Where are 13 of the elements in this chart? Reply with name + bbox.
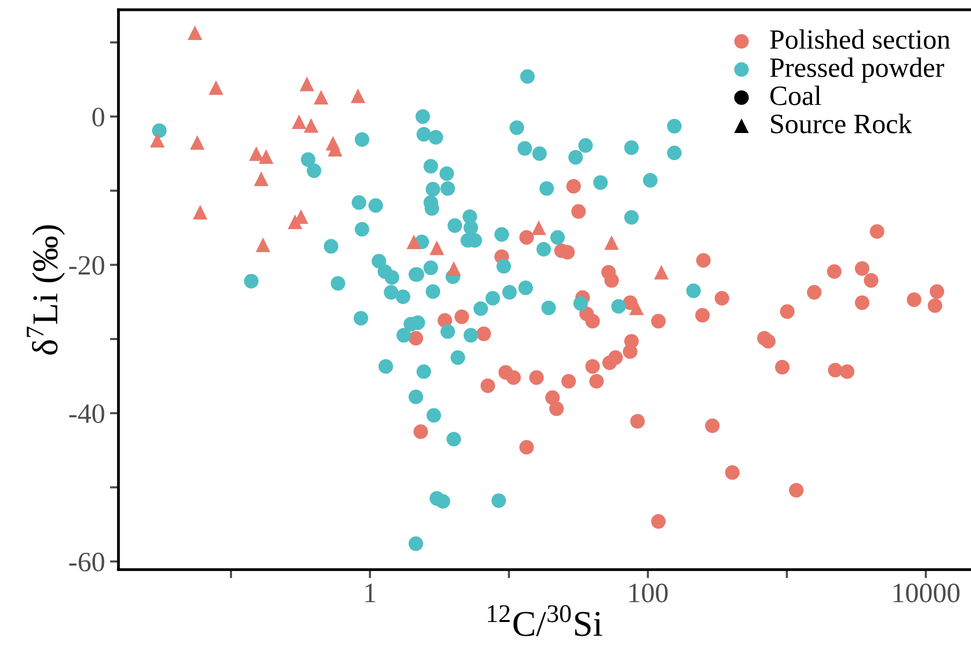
legend-label: Polished section — [770, 29, 950, 49]
x-tick-label: 10000 — [894, 584, 960, 602]
y-tick-label: -20 — [69, 256, 104, 275]
x-tick-label: 100 — [630, 584, 668, 602]
x-axis-title: $^{12}$C/$^{30}$Si — [488, 605, 602, 636]
legend-label: Pressed powder — [770, 58, 944, 83]
y-tick-label: 0 — [92, 108, 104, 126]
legend-label: Coal — [770, 86, 822, 106]
y-tick-label: -40 — [69, 404, 104, 424]
y-axis-title: δ$^{7}$Li (‰) — [26, 225, 65, 355]
x-tick-label: 1 — [365, 584, 376, 602]
y-tick-label: -60 — [69, 552, 104, 572]
legend-label: Source Rock — [771, 114, 912, 134]
